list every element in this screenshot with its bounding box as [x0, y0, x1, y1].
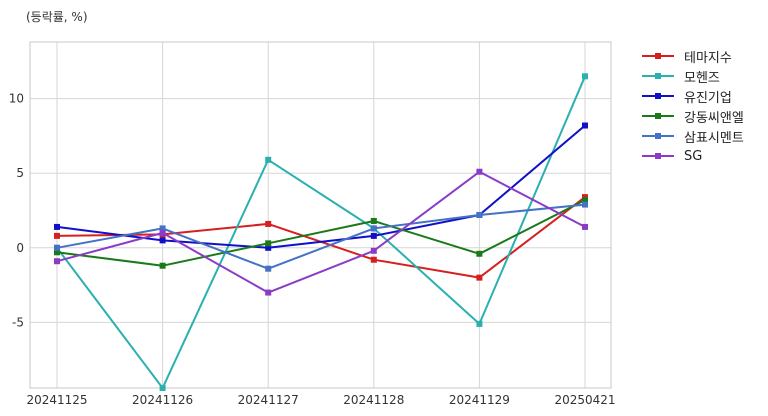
data-point — [54, 223, 60, 230]
data-point — [370, 247, 377, 254]
data-point — [582, 122, 588, 129]
legend-item[interactable]: 모헨즈 — [640, 66, 744, 86]
data-point — [159, 225, 166, 232]
legend-item[interactable]: 삼표시멘트 — [640, 126, 744, 146]
data-point — [582, 73, 588, 80]
x-tick-labels: 20241125 20241126 20241127 20241128 20241129… — [26, 393, 615, 407]
data-point — [159, 385, 166, 391]
x-tick-label: 20241126 — [132, 393, 193, 407]
unit-label: (등락률, %) — [26, 10, 88, 24]
data-point — [54, 258, 60, 265]
data-point — [54, 232, 60, 239]
data-point — [265, 289, 272, 296]
data-point — [370, 256, 377, 263]
plot-frame — [29, 41, 612, 389]
series-line — [56, 170, 586, 294]
data-point — [159, 237, 166, 244]
data-point — [476, 212, 483, 218]
legend-swatch — [640, 110, 676, 122]
data-point — [476, 274, 483, 281]
legend-swatch — [640, 50, 676, 62]
x-tick-label: 20241129 — [449, 393, 510, 407]
legend-swatch — [640, 130, 676, 142]
legend-item[interactable]: 강동씨앤엘 — [640, 106, 744, 126]
legend-swatch — [640, 90, 676, 102]
legend-item[interactable]: SG — [640, 146, 744, 166]
series-layer — [54, 73, 588, 391]
legend-label: 삼표시멘트 — [684, 130, 744, 146]
legend-label: 유진기업 — [684, 90, 732, 106]
legend-swatch — [640, 70, 676, 82]
data-point — [265, 240, 272, 247]
data-point — [54, 244, 60, 251]
y-tick-label: 5 — [16, 166, 24, 180]
series-4 — [54, 197, 588, 269]
data-point — [582, 223, 588, 230]
series-6 — [54, 168, 588, 296]
grid — [30, 42, 611, 388]
data-point — [476, 320, 483, 327]
legend-label: SG — [684, 148, 703, 164]
data-point — [265, 265, 272, 272]
y-tick-labels: -5 0 5 10 — [9, 92, 24, 330]
data-point — [370, 217, 377, 224]
x-tick-label: 20241128 — [343, 393, 404, 407]
x-tick-label: 20241127 — [238, 393, 299, 407]
legend-label: 모헨즈 — [684, 70, 720, 86]
data-point — [476, 250, 483, 257]
x-tick-label: 20250421 — [554, 393, 615, 407]
legend-swatch — [640, 150, 676, 162]
legend-item[interactable]: 유진기업 — [640, 86, 744, 106]
series-line — [56, 203, 586, 270]
series-line — [56, 75, 586, 389]
legend-label: 강동씨앤엘 — [684, 110, 744, 126]
data-point — [265, 220, 272, 227]
legend-item[interactable]: 테마지수 — [640, 46, 744, 66]
y-tick-label: 10 — [9, 92, 24, 106]
data-point — [476, 168, 483, 175]
series-5 — [54, 201, 588, 272]
x-tick-label: 20241125 — [26, 393, 87, 407]
data-point — [265, 156, 272, 163]
data-point — [370, 232, 377, 239]
data-point — [54, 249, 60, 256]
data-point — [265, 244, 272, 251]
y-tick-label: 0 — [16, 241, 24, 255]
y-tick-label: -5 — [12, 315, 24, 329]
legend-label: 테마지수 — [684, 50, 732, 66]
series-line — [56, 199, 586, 267]
data-point — [582, 201, 588, 208]
data-point — [582, 197, 588, 204]
data-point — [370, 225, 377, 232]
data-point — [159, 229, 166, 236]
data-point — [159, 262, 166, 269]
